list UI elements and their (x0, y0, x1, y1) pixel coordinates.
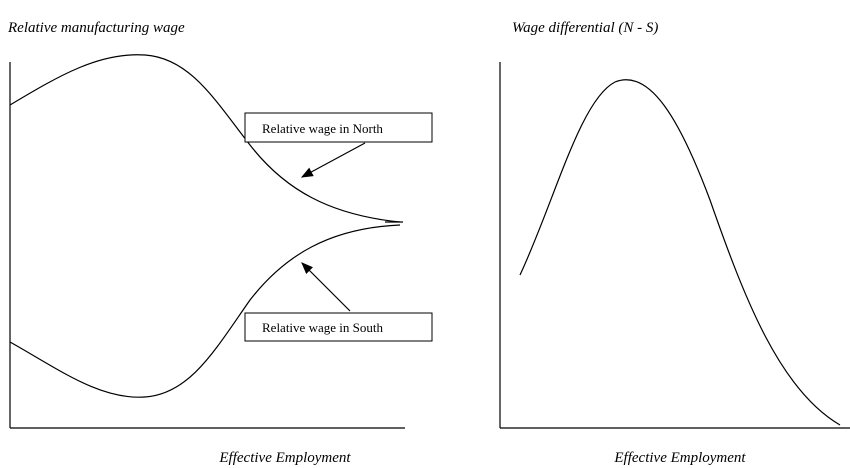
north-curve (9, 54, 401, 223)
south-curve (9, 224, 401, 398)
y-axis-label: Wage differential (N - S) (512, 20, 658, 36)
x-axis-label: Effective Employment (613, 450, 746, 466)
north-arrow (300, 142, 366, 178)
south-callout: Relative wage in South (262, 320, 383, 335)
north-callout-box (244, 112, 433, 143)
differential-curve (519, 79, 841, 426)
x-axis-label: Effective Employment (218, 450, 351, 466)
south-callout-box (244, 312, 433, 342)
south-arrow (301, 262, 351, 312)
y-axis-label: Relative manufacturing wage (7, 20, 185, 36)
north-callout: Relative wage in North (262, 121, 383, 136)
